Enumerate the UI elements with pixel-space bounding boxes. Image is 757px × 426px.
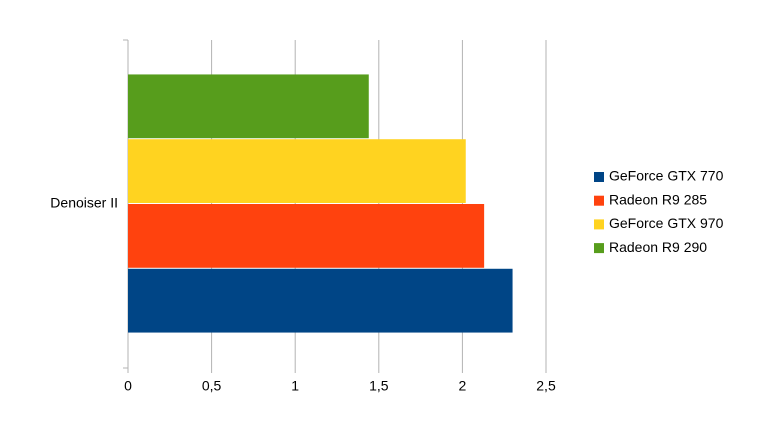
legend-swatch	[594, 219, 604, 230]
legend-label: Radeon R9 290	[609, 239, 707, 255]
x-tick-label: 2	[459, 378, 467, 394]
bar	[128, 139, 466, 203]
y-tick-label: Denoiser II	[50, 195, 118, 211]
x-tick-label: 0,5	[202, 378, 222, 394]
legend-swatch	[594, 172, 604, 182]
x-tick-label: 0	[124, 378, 132, 394]
legend-label: GeForce GTX 770	[609, 168, 724, 184]
x-tick-label: 1	[291, 378, 299, 394]
bar	[128, 268, 513, 333]
x-tick-label: 1,5	[369, 378, 389, 394]
bar	[128, 74, 369, 139]
bar	[128, 204, 485, 268]
legend-swatch	[594, 243, 604, 254]
legend-swatch	[594, 195, 604, 206]
legend-label: GeForce GTX 970	[609, 215, 724, 231]
x-tick-label: 2,5	[536, 378, 556, 394]
legend-label: Radeon R9 285	[609, 191, 707, 207]
